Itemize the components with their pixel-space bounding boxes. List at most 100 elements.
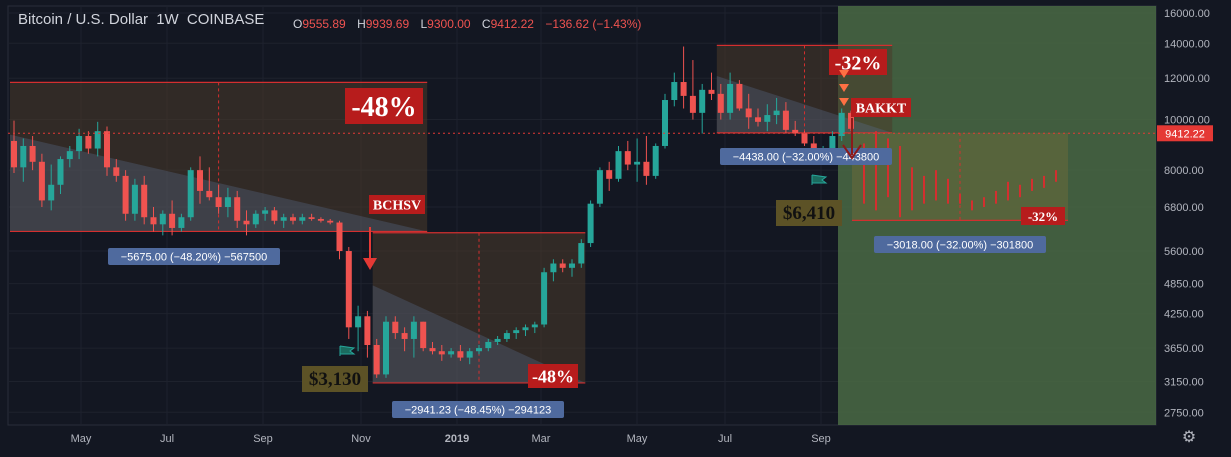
candle-body <box>11 140 17 168</box>
candle-body <box>364 316 371 345</box>
y-tick-label: 5600.00 <box>1164 246 1204 258</box>
candle-body <box>429 348 436 352</box>
y-tick-label: 3150.00 <box>1164 376 1204 388</box>
x-tick-label: Sep <box>253 433 273 445</box>
candle-body <box>280 217 287 221</box>
candle-body <box>522 327 529 331</box>
y-tick-label: 14000.00 <box>1164 38 1210 50</box>
x-tick-label: 2019 <box>445 433 469 445</box>
candle-body <box>383 321 389 375</box>
open-label: O <box>293 17 303 31</box>
x-tick-label: Jul <box>718 433 732 445</box>
event1-label-bg <box>369 195 425 214</box>
candle-body <box>755 117 761 122</box>
candle-body <box>578 243 585 264</box>
candle-body <box>178 217 185 228</box>
drop1-badge-bg <box>108 248 280 265</box>
x-tick-label: May <box>627 433 648 445</box>
candle-body <box>243 220 250 225</box>
symbol-name[interactable]: Bitcoin / U.S. Dollar <box>18 11 149 28</box>
candle-body <box>773 110 780 116</box>
candle-body <box>643 161 650 176</box>
y-tick-label: 12000.00 <box>1164 73 1210 85</box>
candle-body <box>708 89 715 94</box>
drop1-badge: −5675.00 (−48.20%) −567500 <box>121 252 268 264</box>
drop2-badge-bg <box>392 401 564 418</box>
interval-label[interactable]: 1W <box>156 11 179 28</box>
flag-icon <box>811 174 828 185</box>
candle-body <box>727 83 734 113</box>
candle-body <box>671 82 678 101</box>
marker-triangle <box>839 84 849 92</box>
y-axis[interactable]: 16000.00 14000.00 12000.00 10000.00 8000.00 6… <box>1157 8 1213 419</box>
candle-body <box>485 341 492 349</box>
candle-body <box>38 161 45 201</box>
candle-body <box>159 213 166 225</box>
drop2-pct: -48% <box>532 367 574 387</box>
drop3-pct: -32% <box>835 52 882 74</box>
x-tick-label: Nov <box>351 433 371 445</box>
chart-header: Bitcoin / U.S. Dollar 1W COINBASE <box>18 11 268 28</box>
down-arrow-head <box>842 144 862 160</box>
candle-body <box>20 145 27 168</box>
candle-body <box>327 220 334 223</box>
open-value: 9555.89 <box>302 17 346 31</box>
candle-body <box>829 136 836 149</box>
candle-body <box>587 203 594 244</box>
flag-icon <box>339 345 356 356</box>
candle-body <box>410 321 417 339</box>
candle-body <box>336 222 343 252</box>
high-value: 9939.69 <box>365 17 410 31</box>
down-arrow-head <box>363 258 377 270</box>
candle-body <box>531 324 538 328</box>
candle-body <box>122 175 129 214</box>
marker-triangle <box>839 70 849 78</box>
close-value: 9412.22 <box>490 17 534 31</box>
drop2-pct-bg <box>528 364 578 388</box>
candle-body <box>689 95 696 113</box>
candle-body <box>271 210 278 221</box>
drop2-tri <box>372 285 586 383</box>
close-label: C <box>481 17 491 31</box>
x-axis[interactable]: May Jul Sep Nov 2019 Mar May Jul Sep <box>71 433 831 445</box>
candle-body <box>48 184 55 201</box>
candle-body <box>224 197 231 207</box>
candle-body <box>457 351 464 358</box>
current-price-tag <box>1157 125 1213 142</box>
candle-body <box>57 159 64 185</box>
candle-body <box>699 89 706 113</box>
candle-body <box>187 170 194 218</box>
candle-body <box>290 217 296 221</box>
change-value: −136.62 (−1.43%) <box>545 17 642 31</box>
candle-body <box>606 170 613 179</box>
candle-series <box>11 46 854 378</box>
candle-body <box>76 136 83 152</box>
drop1-pct: -48% <box>351 92 416 123</box>
candle-body <box>569 263 575 268</box>
candle-body <box>317 218 324 221</box>
event1-label: BCHSV <box>373 199 421 214</box>
candle-body <box>448 351 455 355</box>
x-tick-label: Mar <box>532 433 551 445</box>
candle-body <box>503 333 510 339</box>
drop3-badge: −4438.00 (−32.00%) −443800 <box>733 152 880 164</box>
candle-body <box>634 161 641 165</box>
proj-badge-bg <box>874 236 1046 253</box>
drop3-pct-bg <box>829 49 887 75</box>
candle-body <box>206 190 213 198</box>
candle-body <box>438 351 445 355</box>
candle-body <box>494 338 501 342</box>
low-value: 9300.00 <box>427 17 471 31</box>
flag1-price-bg <box>302 366 368 392</box>
y-tick-label: 3650.00 <box>1164 343 1204 355</box>
flag2-price: $6,410 <box>783 203 835 224</box>
marker-triangle <box>839 98 849 106</box>
candle-body <box>615 151 622 179</box>
event2-label-bg <box>851 98 911 117</box>
high-label: H <box>357 17 366 31</box>
candle-body <box>373 344 380 375</box>
candle-body <box>782 110 789 130</box>
gear-icon[interactable]: ⚙ <box>1181 429 1197 446</box>
candle-body <box>131 184 138 214</box>
